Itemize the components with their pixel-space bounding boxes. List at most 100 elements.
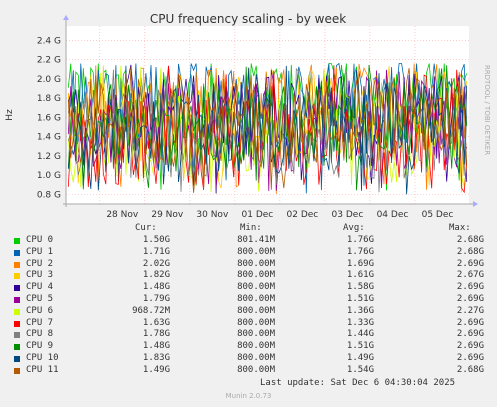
legend-row: CPU 1 1.71G 800.00M 1.76G 2.68G: [14, 247, 494, 259]
x-tick-label: 02 Dec: [287, 210, 319, 220]
legend-max-value: 2.68G: [456, 246, 484, 257]
legend-header-max: Max:: [449, 223, 471, 233]
legend-header-min: Min:: [240, 223, 262, 233]
legend-swatch: [14, 308, 20, 315]
legend-min-value: 800.00M: [237, 364, 275, 375]
legend-cur-value: 1.82G: [142, 270, 170, 281]
legend-min-value: 800.00M: [237, 246, 275, 257]
legend-row: CPU 7 1.63G 800.00M 1.33G 2.69G: [14, 318, 494, 330]
legend-max-value: 2.69G: [456, 282, 484, 293]
legend-series-name: CPU 7: [26, 317, 54, 328]
legend-min-value: 800.00M: [237, 294, 275, 304]
series-line-cpu-10: [67, 65, 468, 195]
legend-series-name: CPU 3: [26, 270, 54, 281]
legend-series-name: CPU 8: [26, 329, 54, 340]
legend-series-name: CPU 5: [26, 294, 54, 304]
x-tick-label: 29 Nov: [151, 210, 184, 220]
legend-cur-value: 1.63G: [142, 317, 170, 328]
legend-avg-value: 1.44G: [346, 329, 374, 340]
y-tick-label: 1.8 G: [37, 94, 61, 104]
x-tick-label: 05 Dec: [422, 210, 454, 220]
legend-swatch: [14, 249, 20, 256]
legend-row: CPU 8 1.78G 800.00M 1.44G 2.69G: [14, 329, 494, 341]
legend-max-value: 2.67G: [456, 270, 484, 281]
legend-series-name: CPU 11: [26, 364, 59, 375]
legend-min-value: 800.00M: [237, 329, 275, 340]
x-tick-label: 28 Nov: [106, 210, 139, 220]
x-tick-label: 30 Nov: [196, 210, 229, 220]
legend-header-avg: Avg:: [343, 223, 365, 233]
y-tick-label: 1.2 G: [37, 152, 61, 162]
series-line-cpu-5: [67, 69, 468, 192]
legend-avg-value: 1.51G: [346, 341, 374, 352]
legend-swatch: [14, 285, 20, 292]
legend-swatch: [14, 344, 20, 351]
legend-cur-value: 1.79G: [142, 294, 170, 304]
legend-min-value: 800.00M: [237, 258, 275, 269]
legend-row: CPU 4 1.48G 800.00M 1.58G 2.69G: [14, 282, 494, 294]
y-tick-label: 0.8 G: [37, 190, 61, 200]
x-tick-label: 04 Dec: [377, 210, 409, 220]
legend-row: CPU 10 1.83G 800.00M 1.49G 2.69G: [14, 353, 494, 365]
legend-row: CPU 2 2.02G 800.00M 1.69G 2.69G: [14, 259, 494, 271]
legend-swatch: [14, 332, 20, 339]
legend-max-value: 2.69G: [456, 258, 484, 269]
legend-series-name: CPU 6: [26, 305, 54, 316]
series-group: [67, 62, 468, 195]
legend-swatch: [14, 367, 20, 374]
legend-avg-value: 1.69G: [346, 258, 374, 269]
legend-swatch: [14, 356, 20, 362]
legend-avg-value: 1.54G: [346, 364, 374, 375]
legend-row: CPU 11 1.49G 800.00M 1.54G 2.68G: [14, 365, 494, 377]
legend-row: CPU 0 1.50G 801.41M 1.76G 2.68G: [14, 235, 494, 247]
legend-cur-value: 1.49G: [142, 364, 170, 375]
legend-swatch: [14, 261, 20, 268]
legend-series-name: CPU 0: [26, 235, 54, 245]
legend-series-name: CPU 9: [26, 341, 54, 352]
legend-max-value: 2.68G: [456, 235, 484, 245]
chart-title: CPU frequency scaling - by week: [150, 12, 346, 26]
legend-cur-value: 1.48G: [142, 282, 170, 293]
y-tick-label: 1.0 G: [37, 171, 61, 181]
legend-row: CPU 5 1.79G 800.00M 1.51G 2.69G: [14, 294, 494, 306]
y-axis-label: Hz: [5, 109, 15, 121]
legend-cur-value: 1.83G: [142, 353, 170, 363]
legend-row: CPU 9 1.48G 800.00M 1.51G 2.69G: [14, 341, 494, 353]
munin-version: Munin 2.0.73: [225, 392, 272, 400]
x-tick-label: 01 Dec: [242, 210, 274, 220]
last-update: Last update: Sat Dec 6 04:30:04 2025: [260, 378, 456, 388]
legend-cur-value: 1.48G: [142, 341, 170, 352]
y-tick-label: 2.4 G: [37, 36, 61, 46]
legend-swatch: [14, 273, 20, 280]
legend-row: CPU 3 1.82G 800.00M 1.61G 2.67G: [14, 270, 494, 282]
legend-max-value: 2.69G: [456, 294, 484, 304]
y-axis-arrow: [63, 15, 69, 20]
legend-avg-value: 1.61G: [346, 270, 374, 281]
legend-min-value: 800.00M: [237, 341, 275, 352]
legend-series-name: CPU 4: [26, 282, 54, 293]
legend-row: CPU 6 968.72M 800.00M 1.36G 2.27G: [14, 306, 494, 318]
series-line-cpu-11: [67, 66, 468, 193]
legend-max-value: 2.27G: [456, 305, 484, 316]
legend-max-value: 2.69G: [456, 317, 484, 328]
legend-min-value: 801.41M: [237, 235, 275, 245]
legend-avg-value: 1.58G: [346, 282, 374, 293]
y-tick-label: 1.4 G: [37, 133, 61, 143]
y-tick-label: 2.2 G: [37, 56, 61, 66]
legend-max-value: 2.69G: [456, 329, 484, 340]
y-tick-label: 2.0 G: [37, 75, 61, 85]
legend-avg-value: 1.51G: [346, 294, 374, 304]
x-tick-label: 03 Dec: [332, 210, 364, 220]
legend-avg-value: 1.36G: [346, 305, 374, 316]
legend-series-name: CPU 1: [26, 246, 54, 257]
legend-cur-value: 968.72M: [132, 305, 170, 316]
y-tick-label: 1.6 G: [37, 113, 61, 123]
legend-min-value: 800.00M: [237, 353, 275, 363]
legend-avg-value: 1.76G: [346, 235, 374, 245]
legend-cur-value: 1.50G: [142, 235, 170, 245]
legend-cur-value: 1.71G: [142, 246, 170, 257]
legend-min-value: 800.00M: [237, 317, 275, 328]
legend-cur-value: 2.02G: [142, 258, 170, 269]
legend-series-name: CPU 2: [26, 258, 54, 269]
